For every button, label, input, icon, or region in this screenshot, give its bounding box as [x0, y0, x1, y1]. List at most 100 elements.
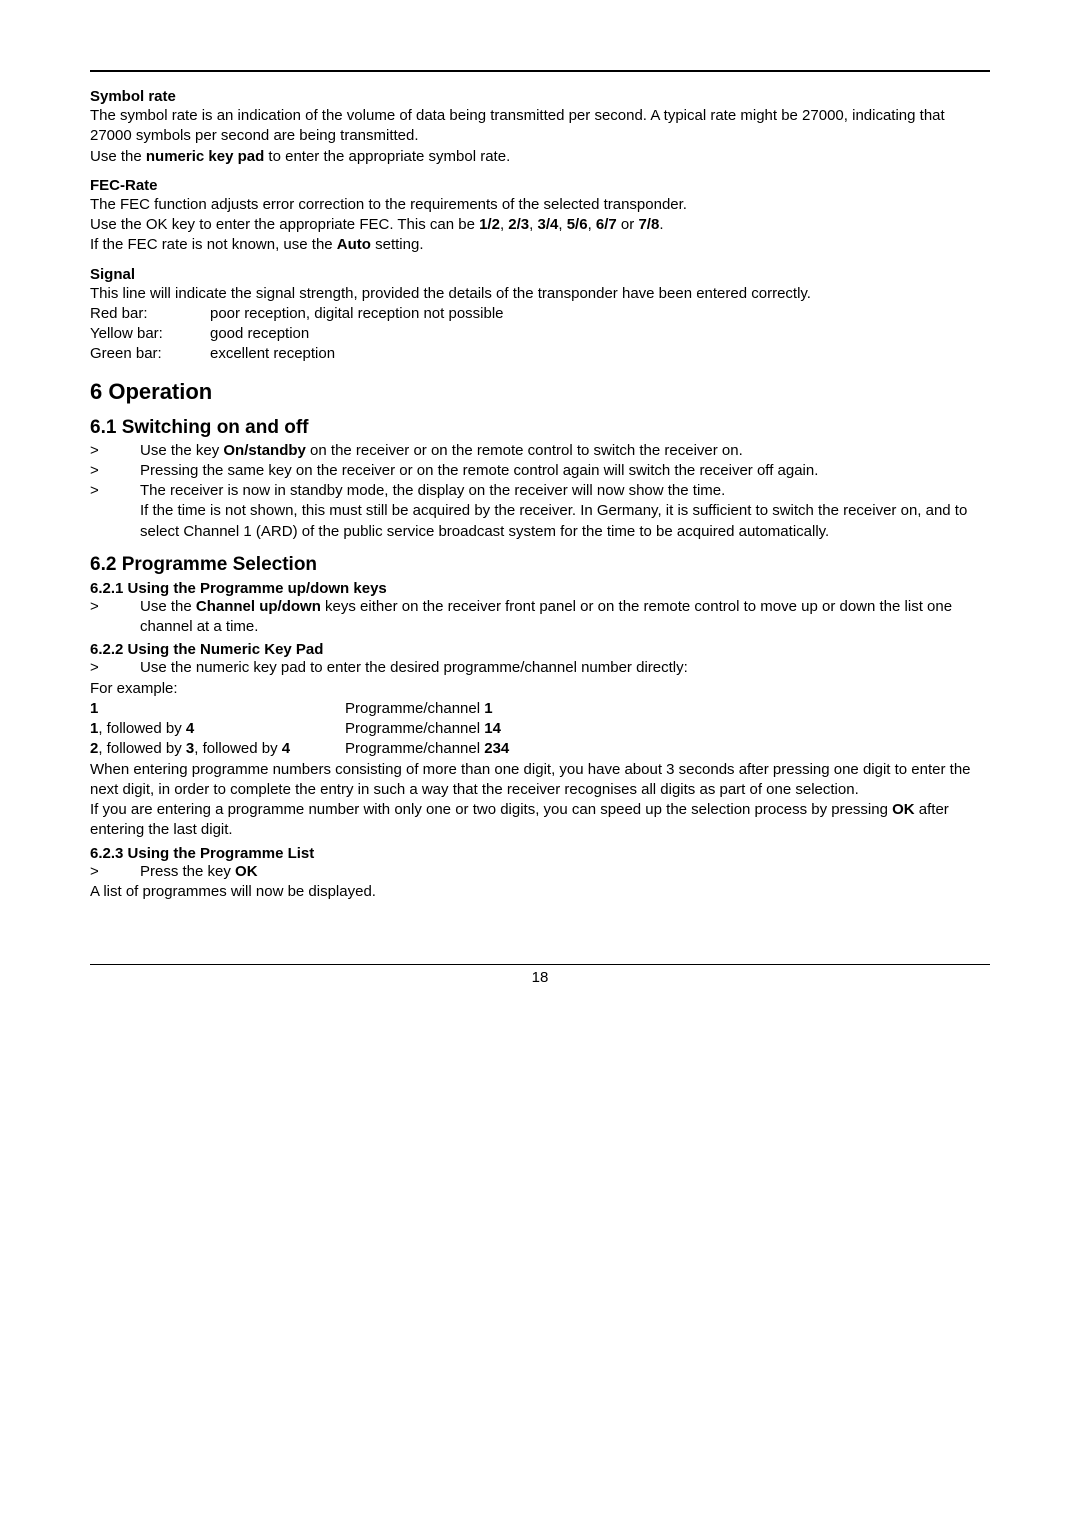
- text-bold-option: 2/3: [508, 216, 529, 233]
- heading-programme-selection: 6.2 Programme Selection: [90, 554, 990, 576]
- text-fragment: ,: [588, 216, 596, 233]
- bullet-item: > The receiver is now in standby mode, t…: [90, 481, 990, 501]
- bullet-content: Pressing the same key on the receiver or…: [140, 461, 990, 481]
- text-fragment: If the FEC rate is not known, use the: [90, 236, 337, 253]
- signal-bar-row: Green bar: excellent reception: [90, 344, 990, 364]
- text-bold-ok: OK: [892, 801, 915, 818]
- text-list-displayed: A list of programmes will now be display…: [90, 882, 990, 902]
- text-bold-channel: 14: [484, 720, 501, 737]
- page-number: 18: [90, 969, 990, 986]
- text-fragment: Use the: [140, 598, 196, 615]
- sub-num: 6.2.3: [90, 845, 123, 862]
- text-fragment: Programme/channel: [345, 740, 484, 757]
- text-for-example: For example:: [90, 679, 990, 699]
- text-para-digits: When entering programme numbers consisti…: [90, 760, 990, 801]
- text-bold-option: 5/6: [567, 216, 588, 233]
- text-fragment: or: [617, 216, 639, 233]
- text-bold-digit: 3: [186, 740, 194, 757]
- sub-label: Using the Programme up/down keys: [123, 580, 386, 597]
- text-fragment: , followed by: [98, 720, 186, 737]
- heading-signal: Signal: [90, 266, 990, 283]
- note-block: If the time is not shown, this must stil…: [90, 501, 990, 542]
- text-fragment: , followed by: [194, 740, 282, 757]
- text-bold-numeric-key-pad: numeric key pad: [146, 148, 264, 165]
- text-fragment: If you are entering a programme number w…: [90, 801, 892, 818]
- text-bold-channel: 234: [484, 740, 509, 757]
- bullet-item: > Use the key On/standby on the receiver…: [90, 441, 990, 461]
- text-bold-channel: 1: [484, 700, 492, 717]
- text-symbol-rate-1: The symbol rate is an indication of the …: [90, 106, 990, 147]
- text-fragment: .: [659, 216, 663, 233]
- text-bold-option: 7/8: [638, 216, 659, 233]
- example-left: 1, followed by 4: [90, 719, 345, 739]
- text-fragment: Use the key: [140, 442, 223, 459]
- example-row: 2, followed by 3, followed by 4 Programm…: [90, 739, 990, 759]
- text-bold-auto: Auto: [337, 236, 371, 253]
- bullet-item: > Use the numeric key pad to enter the d…: [90, 658, 990, 678]
- heading-operation: 6 Operation: [90, 379, 990, 405]
- bullet-marker: >: [90, 597, 140, 638]
- sub-label: Using the Programme List: [123, 845, 314, 862]
- example-right: Programme/channel 14: [345, 719, 990, 739]
- text-bold-digit: 4: [186, 720, 194, 737]
- text-fragment: on the receiver or on the remote control…: [306, 442, 743, 459]
- example-left: 2, followed by 3, followed by 4: [90, 739, 345, 759]
- example-row: 1 Programme/channel 1: [90, 699, 990, 719]
- bullet-marker: >: [90, 658, 140, 678]
- text-fragment: setting.: [371, 236, 424, 253]
- text-signal-intro: This line will indicate the signal stren…: [90, 284, 990, 304]
- text-bold-option: 3/4: [538, 216, 559, 233]
- bullet-marker: >: [90, 461, 140, 481]
- bullet-content: Use the numeric key pad to enter the des…: [140, 658, 990, 678]
- example-left: 1: [90, 699, 345, 719]
- bar-desc: excellent reception: [210, 344, 990, 364]
- sub-heading-621: 6.2.1 Using the Programme up/down keys: [90, 580, 990, 597]
- text-bold-option: 1/2: [479, 216, 500, 233]
- text-fragment: Use the OK key to enter the appropriate …: [90, 216, 479, 233]
- text-para-ok: If you are entering a programme number w…: [90, 800, 990, 841]
- text-fragment: , followed by: [98, 740, 186, 757]
- text-bold-digit: 4: [282, 740, 290, 757]
- text-fec-2: Use the OK key to enter the appropriate …: [90, 215, 990, 235]
- bullet-content: Use the key On/standby on the receiver o…: [140, 441, 990, 461]
- text-bold-channel-updown: Channel up/down: [196, 598, 321, 615]
- signal-bar-row: Yellow bar: good reception: [90, 324, 990, 344]
- bar-label: Yellow bar:: [90, 324, 210, 344]
- text-symbol-rate-2: Use the numeric key pad to enter the app…: [90, 147, 990, 167]
- bar-label: Green bar:: [90, 344, 210, 364]
- bullet-item: > Press the key OK: [90, 862, 990, 882]
- text-fec-1: The FEC function adjusts error correctio…: [90, 195, 990, 215]
- text-fragment: to enter the appropriate symbol rate.: [264, 148, 510, 165]
- heading-switching: 6.1 Switching on and off: [90, 417, 990, 439]
- bar-desc: poor reception, digital reception not po…: [210, 304, 990, 324]
- bullet-item: > Pressing the same key on the receiver …: [90, 461, 990, 481]
- sub-num: 6.2.1: [90, 580, 123, 597]
- bar-desc: good reception: [210, 324, 990, 344]
- bullet-content: Press the key OK: [140, 862, 990, 882]
- text-fragment: Press the key: [140, 863, 235, 880]
- footer-rule: [90, 964, 990, 965]
- text-fragment: Use the: [90, 148, 146, 165]
- text-fragment: Programme/channel: [345, 720, 484, 737]
- example-right: Programme/channel 1: [345, 699, 990, 719]
- bullet-item: > Use the Channel up/down keys either on…: [90, 597, 990, 638]
- text-fragment: Programme/channel: [345, 700, 484, 717]
- heading-fec-rate: FEC-Rate: [90, 177, 990, 194]
- example-right: Programme/channel 234: [345, 739, 990, 759]
- bullet-marker: >: [90, 481, 140, 501]
- sub-heading-622: 6.2.2 Using the Numeric Key Pad: [90, 641, 990, 658]
- text-bold-ok: OK: [235, 863, 258, 880]
- bullet-marker: >: [90, 862, 140, 882]
- bar-label: Red bar:: [90, 304, 210, 324]
- sub-heading-623: 6.2.3 Using the Programme List: [90, 845, 990, 862]
- bullet-marker: >: [90, 441, 140, 461]
- sub-label: Using the Numeric Key Pad: [123, 641, 323, 658]
- text-bold-option: 6/7: [596, 216, 617, 233]
- text-bold-digit: 1: [90, 700, 98, 717]
- bullet-content: Use the Channel up/down keys either on t…: [140, 597, 990, 638]
- sub-num: 6.2.2: [90, 641, 123, 658]
- text-fec-3: If the FEC rate is not known, use the Au…: [90, 235, 990, 255]
- example-row: 1, followed by 4 Programme/channel 14: [90, 719, 990, 739]
- text-bold-on-standby: On/standby: [223, 442, 306, 459]
- signal-bar-row: Red bar: poor reception, digital recepti…: [90, 304, 990, 324]
